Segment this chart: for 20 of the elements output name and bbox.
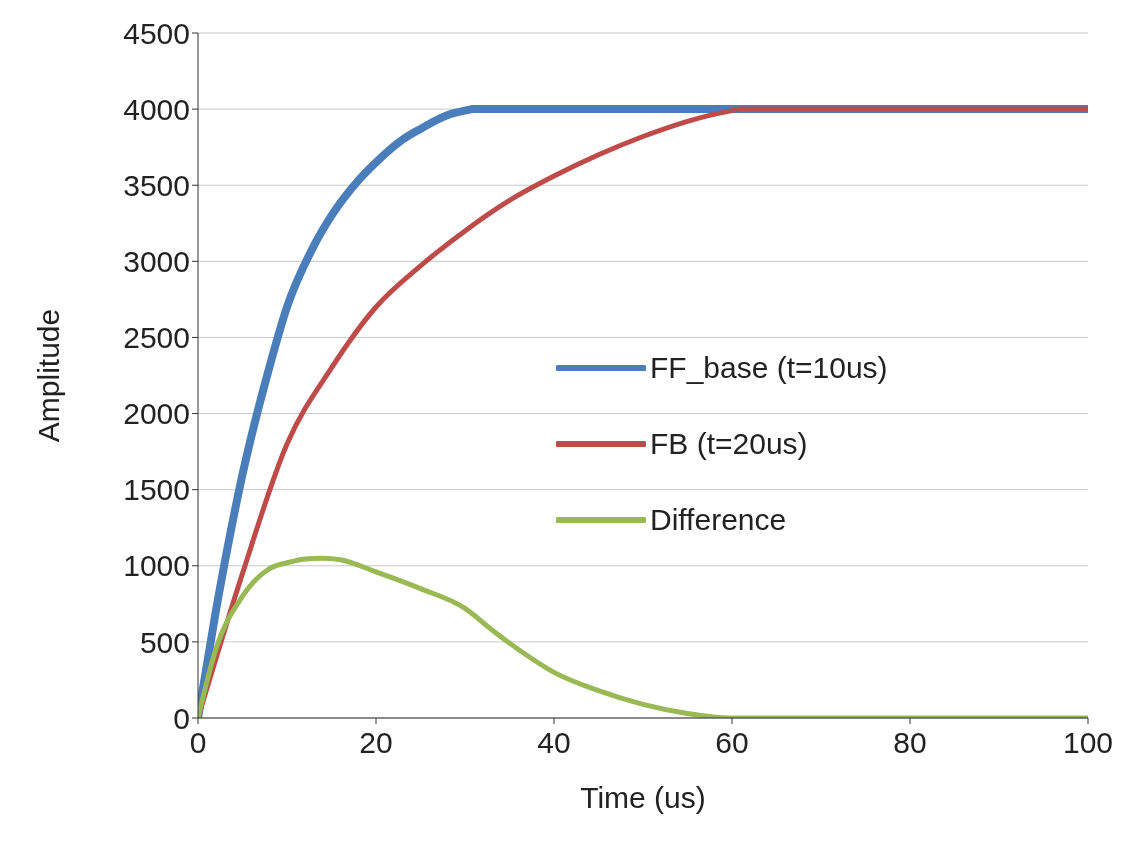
y-tick-label: 3500 bbox=[123, 168, 190, 202]
x-tick-label: 20 bbox=[359, 726, 393, 760]
y-tick-label: 4000 bbox=[123, 92, 190, 126]
y-tick-label: 0 bbox=[173, 701, 190, 735]
y-tick-label: 1500 bbox=[123, 473, 190, 507]
y-tick-label: 2500 bbox=[123, 321, 190, 355]
x-axis-title: Time (us) bbox=[580, 781, 706, 814]
y-tick-label: 500 bbox=[139, 625, 190, 659]
x-tick-label: 100 bbox=[1062, 726, 1114, 760]
y-tick-label: 1000 bbox=[123, 549, 190, 583]
legend-label: FF_base (t=10us) bbox=[650, 351, 888, 385]
y-tick-label: 3000 bbox=[123, 244, 190, 278]
legend-label: FB (t=20us) bbox=[650, 427, 808, 461]
y-axis-title: Amplitude bbox=[31, 308, 65, 443]
y-tick-label: 2000 bbox=[123, 397, 190, 431]
x-tick-label: 80 bbox=[893, 726, 927, 760]
legend-label: Difference bbox=[650, 503, 787, 537]
x-tick-label: 60 bbox=[715, 726, 749, 760]
y-tick-label: 4500 bbox=[123, 16, 190, 50]
x-tick-label: 40 bbox=[537, 726, 571, 760]
